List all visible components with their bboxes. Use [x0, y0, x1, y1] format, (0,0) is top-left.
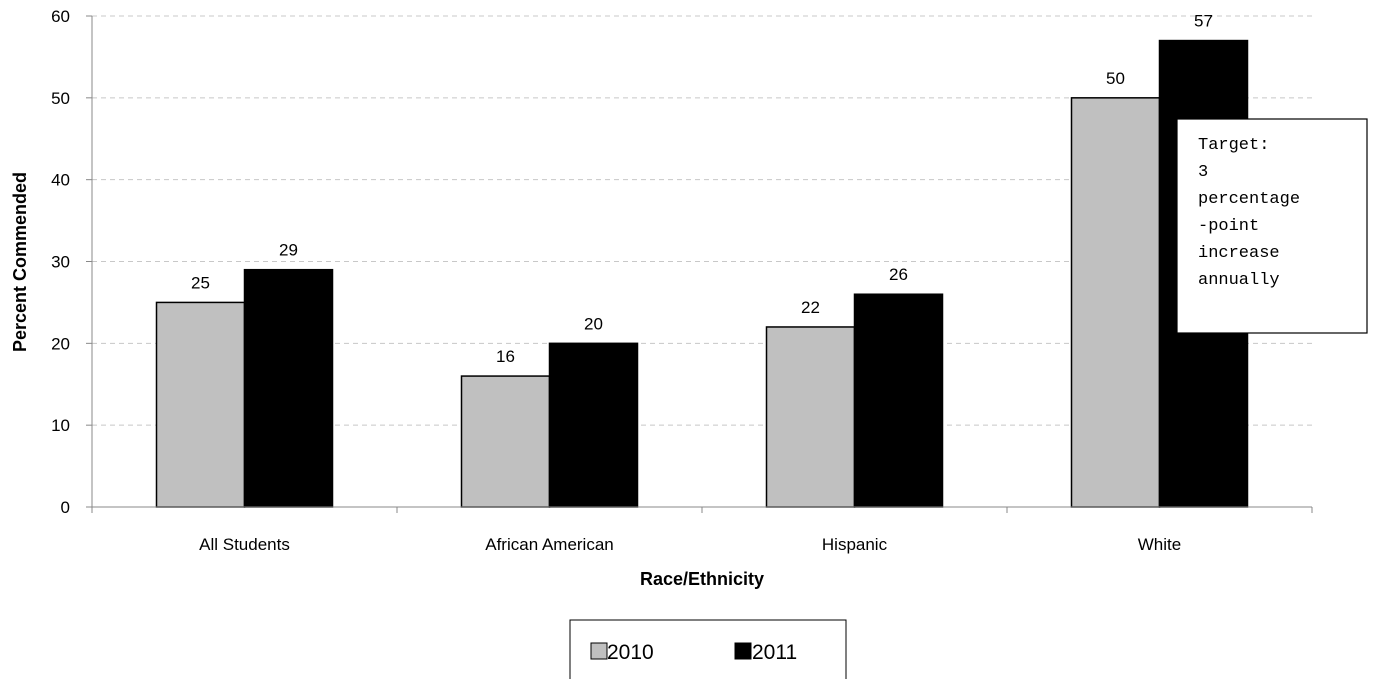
bar-2010	[1070, 97, 1161, 508]
data-label: 22	[801, 298, 820, 317]
annotation-line: 3	[1198, 163, 1208, 182]
x-axis-title: Race/Ethnicity	[640, 569, 764, 589]
data-label: 25	[191, 273, 210, 292]
axes: 0 10 20 30 40 50 60 All Students African America…	[51, 7, 1313, 554]
x-tick-label: Hispanic	[822, 535, 888, 554]
y-tick-label: 60	[51, 7, 70, 26]
x-tick-label: All Students	[199, 535, 290, 554]
y-tick-label: 40	[51, 171, 70, 190]
annotation-line: percentage	[1198, 190, 1300, 209]
data-label: 26	[889, 265, 908, 284]
x-tick-label: White	[1138, 535, 1181, 554]
legend-label-2011: 2011	[752, 641, 797, 664]
bars	[155, 39, 1249, 508]
legend-swatch-2010	[590, 642, 608, 660]
data-labels: 25 29 16 20 22 26 50 57	[191, 12, 1213, 367]
legend-swatch-2011	[734, 642, 752, 660]
legend-label-2010: 2010	[607, 641, 654, 664]
y-axis-title: Percent Commended	[10, 172, 30, 352]
annotation-line: increase	[1198, 244, 1280, 263]
data-label: 57	[1194, 12, 1213, 31]
bar-2010	[155, 301, 246, 508]
bar-2010	[460, 375, 551, 508]
bar-2010	[765, 326, 856, 508]
annotation-line: -point	[1198, 217, 1259, 236]
annotation-box	[1176, 118, 1368, 334]
data-label: 16	[496, 347, 515, 366]
legend: 2010 2011	[569, 619, 847, 679]
y-tick-label: 50	[51, 89, 70, 108]
bar-2011	[548, 342, 639, 508]
data-label: 29	[279, 241, 298, 260]
target-annotation: Target: 3 percentage -point increase ann…	[1176, 118, 1368, 334]
legend-box	[569, 619, 847, 679]
annotation-line: Target:	[1198, 136, 1269, 155]
y-tick-label: 20	[51, 334, 70, 353]
bar-2011	[243, 268, 334, 508]
annotation-line: annually	[1198, 271, 1280, 290]
y-tick-label: 30	[51, 253, 70, 272]
y-tick-label: 0	[61, 498, 70, 517]
data-label: 20	[584, 314, 603, 333]
x-tick-label: African American	[485, 535, 614, 554]
y-tick-label: 10	[51, 416, 70, 435]
bar-2011	[853, 293, 944, 508]
data-label: 50	[1106, 69, 1125, 88]
